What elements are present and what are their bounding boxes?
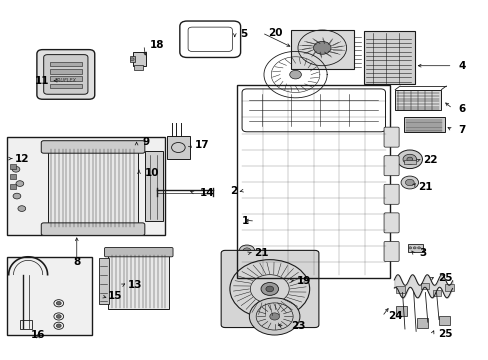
Circle shape xyxy=(239,245,254,256)
Circle shape xyxy=(243,248,250,253)
Bar xyxy=(10,174,16,179)
Bar xyxy=(432,290,441,296)
Text: 9: 9 xyxy=(142,138,149,148)
Text: 15: 15 xyxy=(107,291,122,301)
Circle shape xyxy=(402,154,416,164)
Circle shape xyxy=(18,206,26,211)
Circle shape xyxy=(417,247,420,249)
Circle shape xyxy=(396,150,422,168)
FancyBboxPatch shape xyxy=(383,156,398,176)
Bar xyxy=(407,244,423,252)
Text: 3: 3 xyxy=(419,248,426,258)
Circle shape xyxy=(405,179,413,186)
Circle shape xyxy=(265,286,273,292)
FancyBboxPatch shape xyxy=(41,141,144,153)
Bar xyxy=(420,283,428,289)
Text: 23: 23 xyxy=(290,321,305,331)
Text: 12: 12 xyxy=(15,154,29,163)
FancyBboxPatch shape xyxy=(104,248,173,257)
Text: 13: 13 xyxy=(127,280,142,291)
FancyBboxPatch shape xyxy=(383,127,398,147)
Bar xyxy=(132,52,146,66)
FancyBboxPatch shape xyxy=(221,250,318,328)
Text: 10: 10 xyxy=(144,168,159,178)
Circle shape xyxy=(56,324,61,328)
Text: 25: 25 xyxy=(437,329,451,339)
Bar xyxy=(50,69,81,73)
Bar xyxy=(166,136,190,158)
Text: TRUFLEX: TRUFLEX xyxy=(55,78,77,83)
Bar xyxy=(10,163,16,169)
Text: 4: 4 xyxy=(458,61,465,71)
Bar xyxy=(47,148,137,228)
FancyBboxPatch shape xyxy=(41,223,144,235)
Bar xyxy=(133,64,143,70)
Circle shape xyxy=(412,247,415,249)
Text: 1: 1 xyxy=(242,216,249,226)
Text: 8: 8 xyxy=(73,257,80,267)
Text: 5: 5 xyxy=(240,28,247,39)
Bar xyxy=(290,30,353,69)
FancyBboxPatch shape xyxy=(383,184,398,204)
Text: 17: 17 xyxy=(195,140,209,150)
Bar xyxy=(108,254,169,309)
Bar xyxy=(395,286,404,293)
Bar xyxy=(20,320,32,329)
FancyBboxPatch shape xyxy=(383,213,398,233)
Text: 19: 19 xyxy=(296,276,311,286)
Text: 18: 18 xyxy=(149,40,164,50)
Circle shape xyxy=(16,181,24,186)
Text: 25: 25 xyxy=(437,273,451,283)
Bar xyxy=(50,84,81,88)
Bar xyxy=(129,57,134,62)
Text: 22: 22 xyxy=(423,156,437,165)
Text: 21: 21 xyxy=(418,182,432,192)
Text: 14: 14 xyxy=(200,188,214,198)
Bar xyxy=(7,137,165,235)
Bar xyxy=(403,160,415,164)
Bar xyxy=(444,284,453,291)
Circle shape xyxy=(12,166,20,172)
Circle shape xyxy=(313,41,330,54)
Bar xyxy=(144,152,163,221)
FancyBboxPatch shape xyxy=(37,50,95,99)
Bar xyxy=(237,85,389,278)
Circle shape xyxy=(130,58,134,61)
Circle shape xyxy=(56,315,61,318)
Bar xyxy=(438,316,449,325)
Text: 7: 7 xyxy=(458,125,465,135)
Circle shape xyxy=(408,247,411,249)
Circle shape xyxy=(56,301,61,305)
Circle shape xyxy=(261,283,278,296)
Circle shape xyxy=(400,176,418,189)
Bar xyxy=(99,257,109,304)
FancyBboxPatch shape xyxy=(383,242,398,261)
Text: 11: 11 xyxy=(35,76,49,86)
Circle shape xyxy=(269,313,279,320)
Text: 16: 16 xyxy=(31,330,45,341)
Bar xyxy=(50,76,81,81)
Circle shape xyxy=(249,298,299,335)
Text: 2: 2 xyxy=(229,186,237,196)
Bar xyxy=(403,117,445,132)
Text: 21: 21 xyxy=(254,248,268,258)
Circle shape xyxy=(13,193,21,199)
Bar xyxy=(394,90,441,111)
Bar xyxy=(50,62,81,66)
Text: 24: 24 xyxy=(387,311,402,321)
Text: 20: 20 xyxy=(267,28,282,38)
Bar xyxy=(363,31,414,84)
FancyBboxPatch shape xyxy=(43,55,88,94)
Circle shape xyxy=(289,70,301,79)
Text: 6: 6 xyxy=(458,104,465,113)
Bar xyxy=(395,306,406,316)
Bar xyxy=(416,318,427,328)
Bar xyxy=(7,257,92,336)
Circle shape xyxy=(406,157,412,161)
Bar xyxy=(10,184,16,189)
